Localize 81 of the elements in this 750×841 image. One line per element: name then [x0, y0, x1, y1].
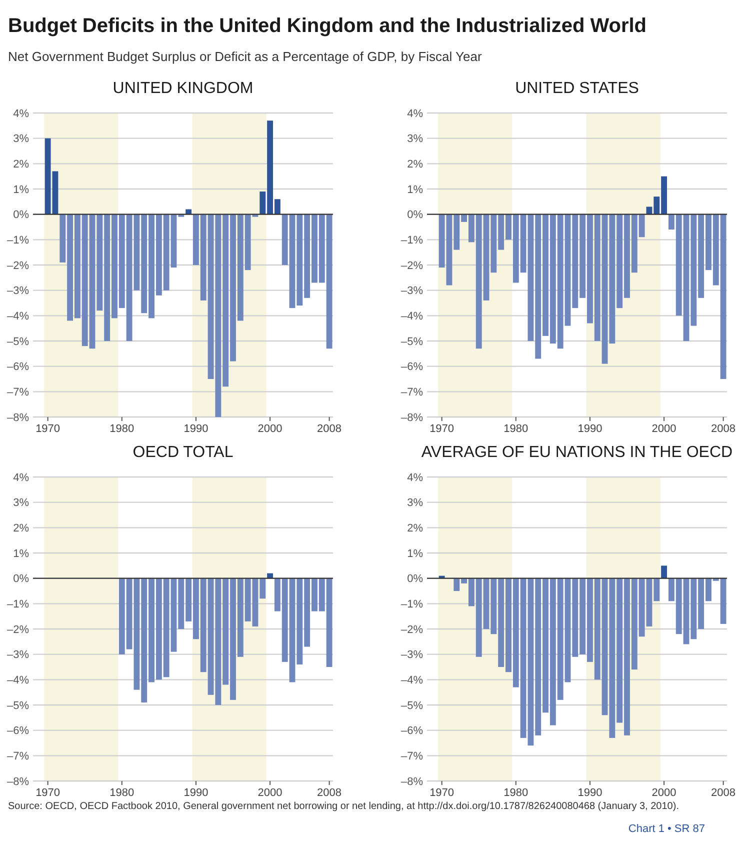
x-tick-label: 1970 [430, 423, 454, 435]
y-tick-label: 2% [407, 522, 424, 535]
x-tick-label: 1980 [110, 423, 134, 435]
chart-title: AVERAGE OF EU NATIONS IN THE OECD [421, 444, 733, 461]
y-tick-label: –2% [6, 260, 30, 272]
y-tick-label: –6% [400, 361, 424, 374]
y-tick-label: –5% [6, 700, 30, 712]
bar [661, 566, 667, 578]
y-tick-label: 0% [407, 573, 424, 586]
y-tick-label: –7% [400, 386, 424, 399]
y-tick-label: 2% [13, 158, 30, 171]
y-tick-label: 2% [13, 522, 30, 535]
x-tick-label: 1970 [430, 787, 454, 799]
y-tick-label: –1% [6, 234, 30, 247]
y-tick-label: 0% [13, 209, 30, 222]
x-tick-label: 2000 [652, 787, 676, 799]
x-tick-label: 2008 [317, 423, 342, 435]
y-tick-label: –2% [400, 624, 424, 636]
x-tick-label: 1970 [36, 787, 60, 799]
y-tick-label: 1% [13, 548, 30, 560]
y-tick-label: 4% [13, 108, 30, 120]
y-tick-label: –7% [6, 386, 30, 399]
x-tick-label: 1980 [504, 787, 528, 799]
chart-title: OECD TOTAL [132, 444, 234, 461]
y-tick-label: –1% [6, 598, 30, 611]
y-tick-label: –8% [6, 776, 30, 788]
x-tick-label: 1970 [36, 423, 60, 435]
y-tick-label: –3% [400, 285, 424, 298]
x-tick-label: 2008 [711, 787, 736, 799]
y-tick-label: 4% [407, 472, 424, 484]
x-tick-label: 1980 [110, 787, 134, 799]
y-tick-label: 3% [13, 497, 30, 510]
y-tick-label: –4% [6, 674, 30, 687]
y-tick-label: –8% [6, 412, 30, 424]
y-tick-label: 1% [407, 184, 424, 196]
chart-title: UNITED STATES [515, 80, 639, 97]
x-tick-label: 2000 [258, 787, 282, 799]
y-tick-label: 2% [407, 158, 424, 171]
source-note: Source: OECD, OECD Factbook 2010, General government net borrowing or net lending, at http://dx.doi.org/10.1787/826240080468 (January 3, 2010). [8, 801, 679, 812]
y-tick-label: 3% [407, 133, 424, 146]
chart-title: UNITED KINGDOM [112, 80, 254, 97]
y-tick-label: –4% [400, 674, 424, 687]
x-tick-label: 1990 [184, 787, 208, 799]
y-tick-label: –1% [400, 598, 424, 611]
y-tick-label: –5% [400, 336, 424, 348]
x-tick-label: 2008 [317, 787, 342, 799]
y-tick-label: 4% [407, 108, 424, 120]
y-tick-label: –8% [400, 412, 424, 424]
y-tick-label: 3% [407, 497, 424, 510]
y-tick-label: –5% [400, 700, 424, 712]
y-tick-label: –5% [6, 336, 30, 348]
caption: Chart 1 • SR 87 [628, 823, 705, 835]
x-tick-label: 2000 [652, 423, 676, 435]
y-tick-label: –8% [400, 776, 424, 788]
y-tick-label: –2% [6, 624, 30, 636]
x-tick-label: 1990 [184, 423, 208, 435]
y-tick-label: 0% [13, 573, 30, 586]
x-tick-label: 2008 [711, 423, 736, 435]
y-tick-label: –6% [400, 725, 424, 738]
y-tick-label: –3% [6, 285, 30, 298]
y-tick-label: –2% [400, 260, 424, 272]
y-tick-label: 0% [407, 209, 424, 222]
y-tick-label: –4% [6, 310, 30, 323]
text: Budget Deficits in the United Kingdom and the Industrialized World [8, 15, 647, 37]
y-tick-label: –7% [400, 750, 424, 763]
y-tick-label: 1% [13, 184, 30, 196]
y-tick-label: –4% [400, 310, 424, 323]
y-tick-label: –7% [6, 750, 30, 763]
y-tick-label: 3% [13, 133, 30, 146]
y-tick-label: –1% [400, 234, 424, 247]
y-tick-label: –6% [6, 361, 30, 374]
x-tick-label: 2000 [258, 423, 282, 435]
y-tick-label: –6% [6, 725, 30, 738]
y-tick-label: 4% [13, 472, 30, 484]
x-tick-label: 1990 [578, 423, 602, 435]
x-tick-label: 1980 [504, 423, 528, 435]
y-tick-label: –3% [400, 649, 424, 662]
text: Net Government Budget Surplus or Deficit as a Percentage of GDP, by Fiscal Year [8, 49, 482, 64]
x-tick-label: 1990 [578, 787, 602, 799]
y-tick-label: –3% [6, 649, 30, 662]
y-tick-label: 1% [407, 548, 424, 560]
